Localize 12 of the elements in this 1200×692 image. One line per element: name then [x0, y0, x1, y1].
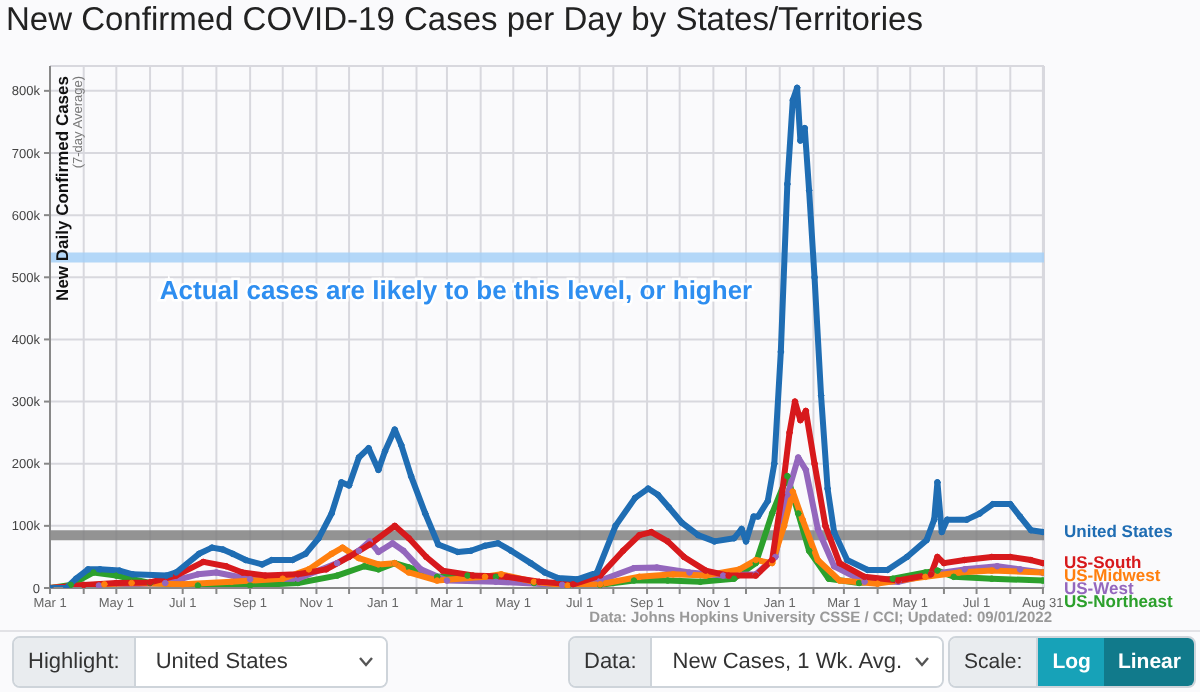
- series-label: United States: [1064, 520, 1174, 541]
- annotation: Actual cases are likely to be this level, or higher: [159, 274, 753, 305]
- text: Data:: [570, 638, 653, 686]
- y-axis-title: New Daily Confirmed Cases: [52, 75, 72, 301]
- text: Scale:: [950, 638, 1039, 686]
- text: New Cases, 1 Wk. Avg.: [652, 638, 942, 686]
- chart-title: New Confirmed COVID-19 Cases per Day by States/Territories: [6, 2, 923, 40]
- text: Log: [1038, 638, 1105, 686]
- text: United States: [135, 638, 386, 686]
- text: Linear: [1104, 638, 1194, 686]
- series-label: US-South: [1064, 551, 1142, 572]
- text: Highlight:: [14, 638, 136, 686]
